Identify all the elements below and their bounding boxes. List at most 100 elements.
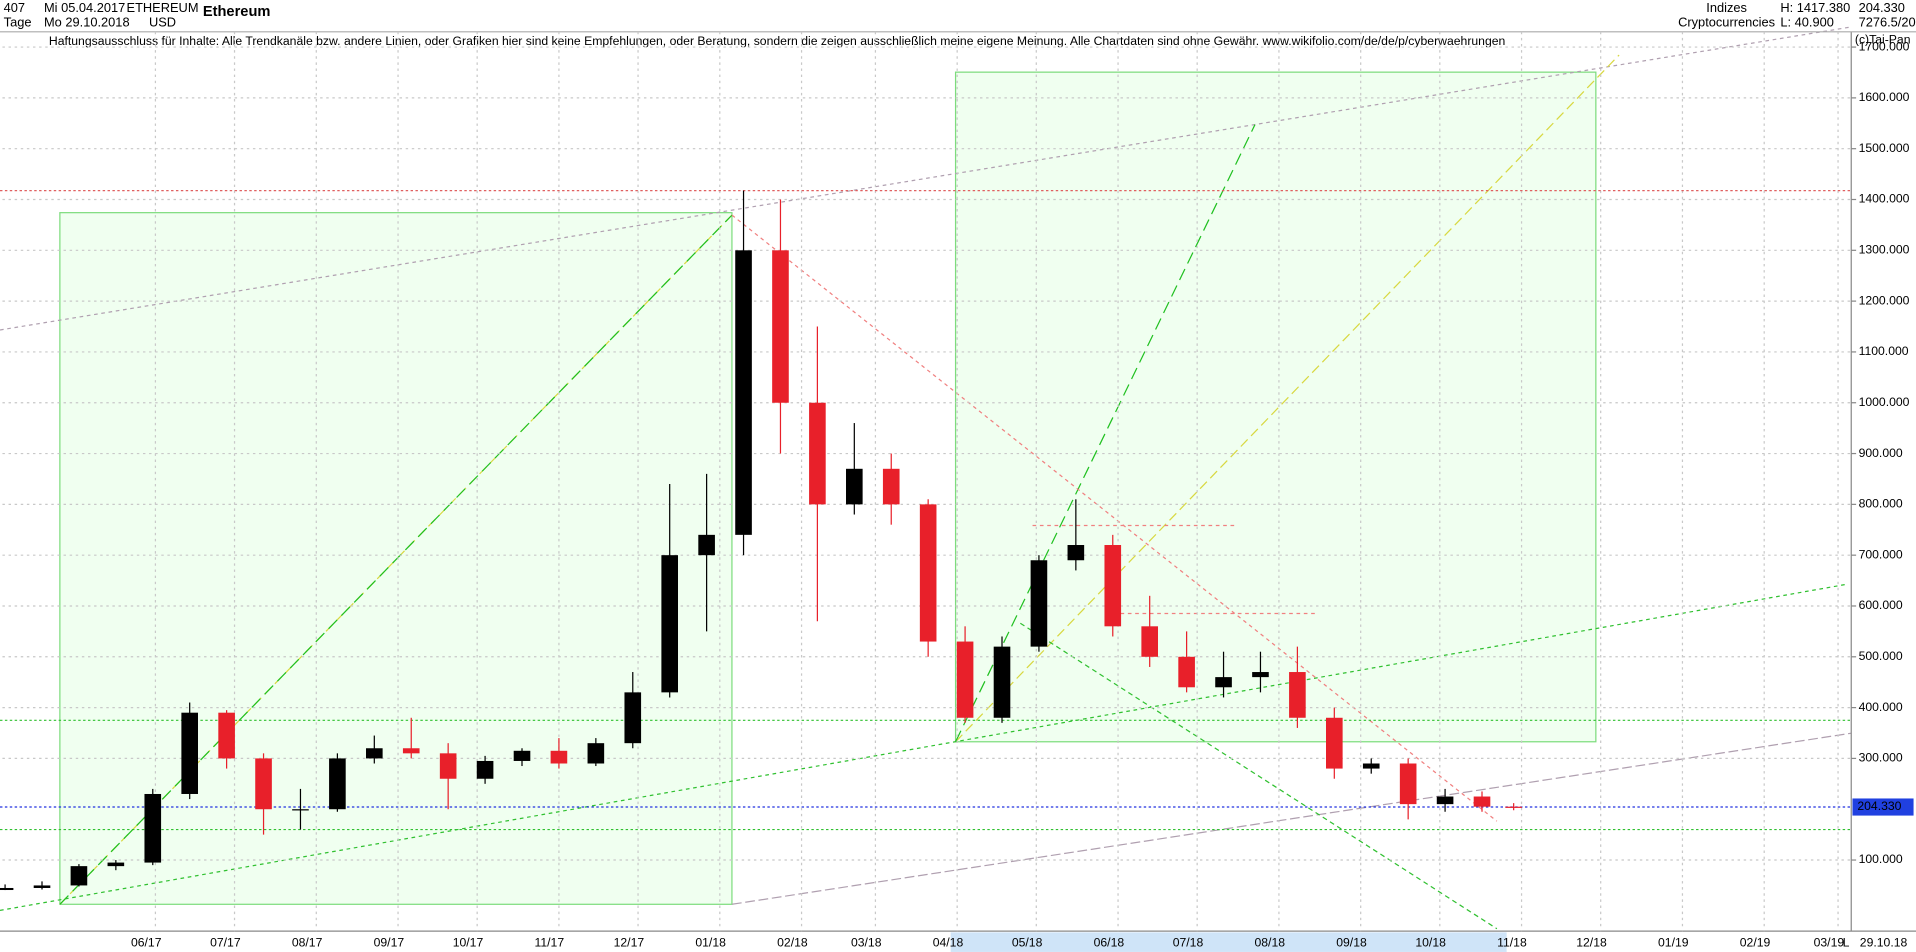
y-tick-label: 1500.000	[1859, 141, 1910, 155]
x-tick-label: 04/18	[933, 936, 964, 950]
y-tick-label: 600.000	[1859, 598, 1903, 612]
x-tick-label: 07/18	[1173, 936, 1204, 950]
candle-body	[439, 753, 457, 779]
candle-body	[33, 885, 51, 888]
candle-body	[1326, 717, 1343, 769]
y-tick-label: 500.000	[1859, 649, 1903, 663]
y-tick-label: 1300.000	[1859, 243, 1910, 257]
candle-body	[292, 809, 309, 811]
currency: USD	[149, 15, 176, 30]
x-tick-label: 09/17	[374, 936, 405, 950]
disclaimer: Haftungsausschluss für Inhalte: Alle Tre…	[49, 34, 1505, 48]
price: 204.330	[1859, 0, 1905, 15]
x-tick-label: 06/17	[131, 936, 162, 950]
fan-line	[955, 124, 1256, 743]
x-tick-label: 02/19	[1740, 936, 1771, 950]
low: L: 40.900	[1780, 15, 1834, 30]
candle-body	[1215, 677, 1232, 688]
y-tick-label: 1600.000	[1859, 90, 1910, 104]
candle-body	[882, 468, 900, 505]
candle-body	[735, 250, 752, 535]
x-tick-label: 10/17	[453, 936, 484, 950]
box	[954, 71, 1597, 743]
count[interactable]: 407	[4, 0, 25, 15]
candle-body	[70, 866, 88, 886]
candle-body	[993, 646, 1011, 718]
x-tick-label: 01/19	[1658, 936, 1689, 950]
candle-body	[329, 758, 346, 810]
y-tick-label: 400.000	[1859, 700, 1903, 714]
scale: L	[1843, 936, 1850, 950]
y-tick-label: 1000.000	[1859, 395, 1910, 409]
candle-body	[846, 468, 863, 505]
candle-body	[476, 760, 494, 779]
fan-line	[59, 214, 733, 905]
x-tick-label: 08/17	[292, 936, 323, 950]
candle-body	[772, 250, 789, 403]
selection-band	[950, 932, 1507, 952]
candle-body	[624, 692, 642, 744]
x-tick-label: 02/18	[777, 936, 808, 950]
candle-body	[698, 534, 715, 556]
group: Indizes	[1706, 0, 1747, 15]
candle-body	[107, 862, 125, 867]
high: H: 1417.380	[1780, 0, 1850, 15]
candle-body	[1067, 545, 1085, 561]
candle-body	[0, 887, 14, 891]
candle-body	[1436, 796, 1454, 805]
candle-body	[661, 555, 679, 693]
candle-body	[513, 750, 531, 761]
y-tick-label: 800.000	[1859, 497, 1903, 511]
x-tick-label: 06/18	[1094, 936, 1125, 950]
y-tick-label: 700.000	[1859, 547, 1903, 561]
candle-body	[366, 748, 383, 759]
candle-body	[1473, 796, 1491, 807]
fan-line	[955, 54, 1620, 743]
y-tick-label: 1700.000	[1859, 39, 1910, 53]
candle-body	[956, 641, 974, 718]
x-tick-label: 11/17	[534, 936, 564, 950]
x-tick-label: 11/18	[1497, 936, 1527, 950]
x-tick-label: 07/17	[210, 936, 241, 950]
x-tick-label: 12/18	[1576, 936, 1607, 950]
candle-body	[1399, 763, 1417, 805]
trend-line	[731, 732, 1852, 905]
date: 29.10.18	[1860, 936, 1908, 950]
candle-body	[1104, 545, 1122, 627]
candle-body	[1178, 656, 1195, 688]
candle-body	[1141, 626, 1159, 657]
trend-line	[731, 214, 1498, 822]
trend-line	[0, 26, 1852, 331]
candle-body	[919, 504, 937, 642]
x-tick-label: 03/19	[1814, 936, 1845, 950]
last-price-label: 204.330	[1857, 799, 1901, 813]
candle-body	[1252, 672, 1269, 678]
y-tick-label: 1400.000	[1859, 192, 1910, 206]
candle-body	[587, 743, 605, 764]
end-date: Mo 29.10.2018	[44, 15, 130, 30]
period[interactable]: Tage	[4, 15, 32, 30]
candle-body	[402, 748, 420, 754]
candle-body	[181, 712, 199, 794]
trend-line	[1019, 622, 1498, 930]
volume: 7276.5/20	[1859, 15, 1916, 30]
y-tick-label: 100.000	[1859, 852, 1903, 866]
trend-line	[0, 583, 1848, 912]
y-tick-label: 300.000	[1859, 751, 1903, 765]
subgroup: Cryptocurrencies	[1678, 15, 1775, 30]
name: Ethereum	[203, 4, 271, 20]
x-tick-label: 05/18	[1012, 936, 1043, 950]
candle-body	[1505, 806, 1522, 808]
y-tick-label: 1100.000	[1859, 344, 1909, 358]
candle-body	[255, 758, 272, 810]
copyright: (c)Tai-Pan	[1855, 33, 1911, 47]
x-tick-label: 03/18	[851, 936, 882, 950]
candle-body	[144, 793, 162, 863]
candle-body	[550, 750, 568, 764]
x-tick-label: 09/18	[1336, 936, 1367, 950]
candle-body	[1289, 672, 1306, 718]
x-tick-label: 01/18	[695, 936, 726, 950]
candle-body	[218, 712, 235, 759]
start-date: Mi 05.04.2017	[44, 0, 125, 15]
